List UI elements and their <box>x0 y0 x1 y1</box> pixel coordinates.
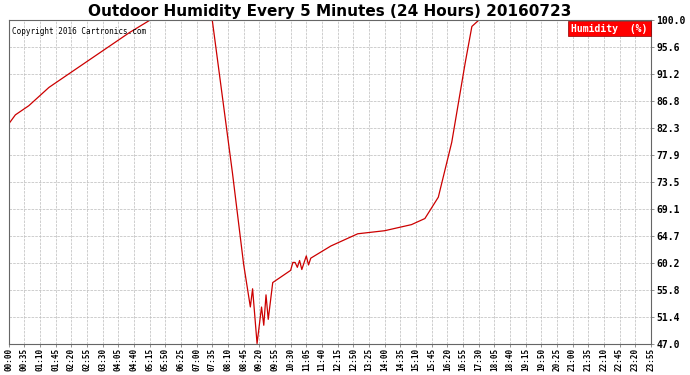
Title: Outdoor Humidity Every 5 Minutes (24 Hours) 20160723: Outdoor Humidity Every 5 Minutes (24 Hou… <box>88 4 571 19</box>
Text: Humidity  (%): Humidity (%) <box>571 24 648 34</box>
Text: Copyright 2016 Cartronics.com: Copyright 2016 Cartronics.com <box>12 27 146 36</box>
